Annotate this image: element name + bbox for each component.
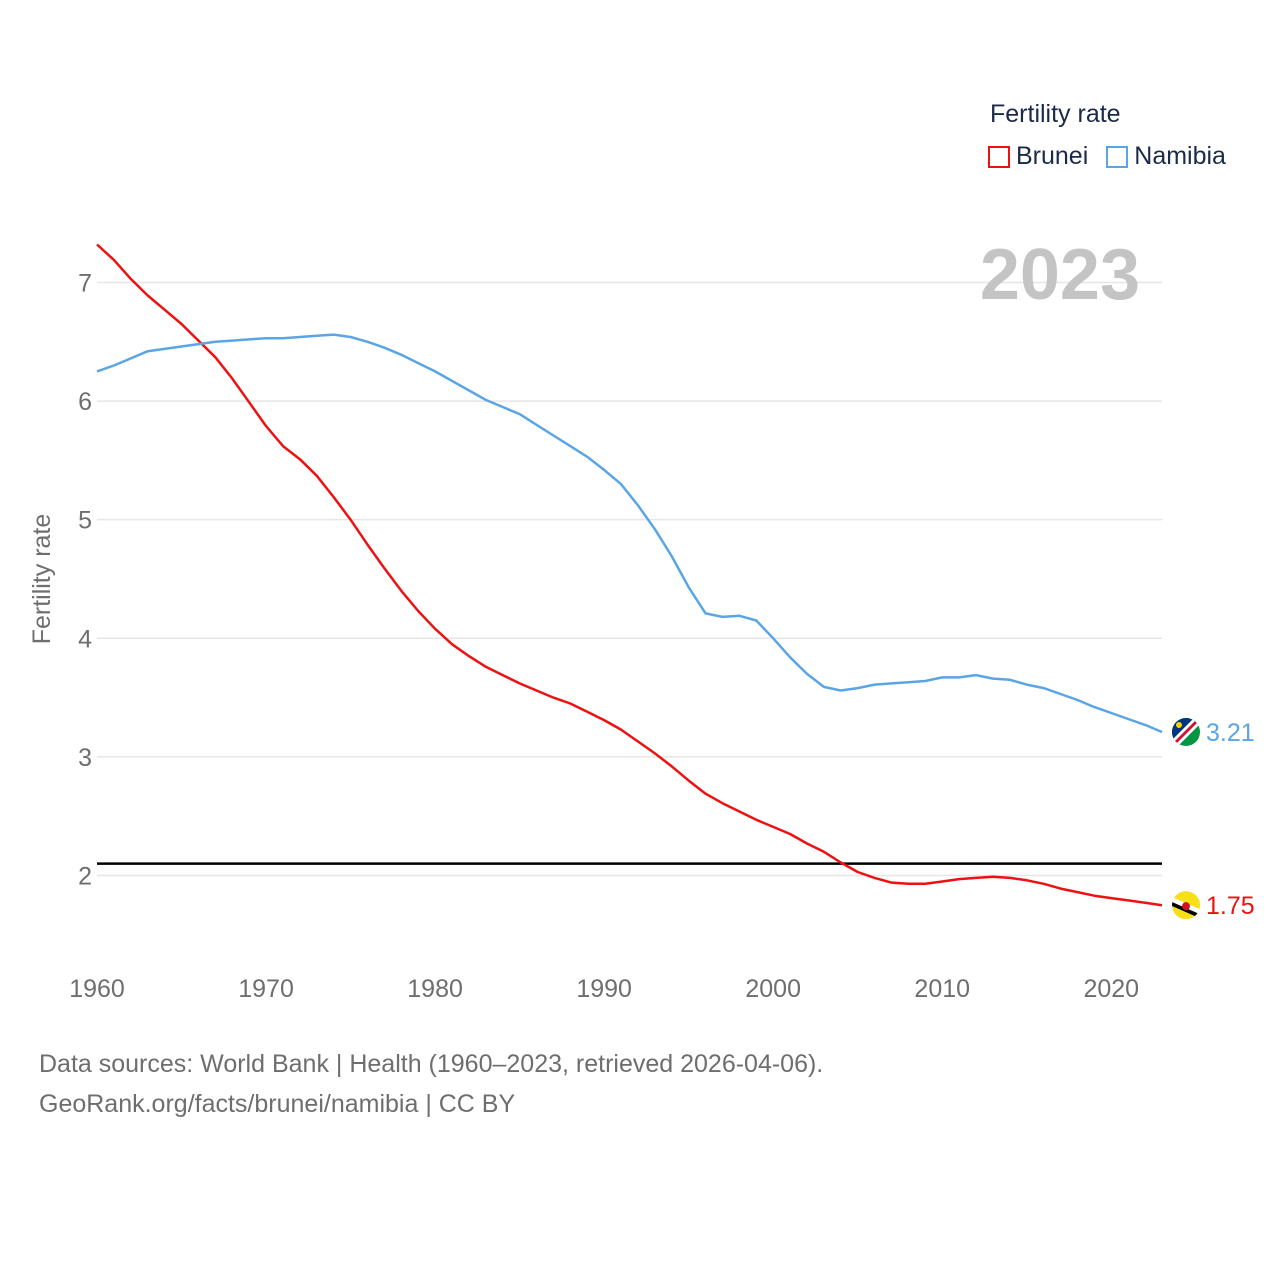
x-tick-label: 2020: [1083, 975, 1139, 1003]
namibia-flag-icon: [1172, 718, 1200, 747]
legend-item-namibia[interactable]: Namibia: [1106, 142, 1226, 171]
legend-title: Fertility rate: [990, 100, 1121, 128]
legend-item-brunei[interactable]: Brunei: [988, 142, 1088, 171]
end-value-namibia: 3.21: [1206, 719, 1255, 747]
x-tick-label: 2010: [914, 975, 970, 1003]
source-link[interactable]: GeoRank.org/facts/brunei/namibia | CC BY: [39, 1090, 516, 1118]
x-tick-label: 1980: [407, 975, 463, 1003]
legend-label-brunei: Brunei: [1016, 142, 1089, 170]
y-tick-label: 3: [78, 744, 92, 772]
y-tick-label: 5: [78, 507, 92, 535]
data-sources: Data sources: World Bank | Health (1960–…: [39, 1050, 824, 1078]
y-tick-label: 2: [78, 863, 92, 891]
series-layer: [96, 243, 1163, 907]
y-axis-label: Fertility rate: [28, 514, 56, 645]
end-value-brunei: 1.75: [1206, 892, 1255, 920]
year-watermark: 2023: [980, 235, 1140, 315]
x-tick-label: 2000: [745, 975, 801, 1003]
legend-swatch-brunei: [988, 145, 1010, 168]
x-tick-label: 1960: [69, 975, 125, 1003]
legend: Brunei Namibia: [988, 142, 1244, 171]
y-tick-label: 6: [78, 388, 92, 416]
end-labels: 1.75 3.21: [1172, 718, 1255, 920]
legend-swatch-namibia: [1106, 145, 1129, 168]
y-axis-ticks: 2 3 4 5 6 7: [78, 269, 92, 890]
y-tick-label: 4: [78, 625, 92, 653]
x-axis-ticks: 1960 1970 1980 1990 2000 2010 2020: [69, 975, 1139, 1003]
footer: Data sources: World Bank | Health (1960–…: [39, 1044, 823, 1124]
legend-label-namibia: Namibia: [1134, 142, 1226, 170]
y-tick-label: 7: [78, 269, 92, 297]
series-line-namibia: [96, 333, 1163, 734]
x-tick-label: 1970: [238, 975, 294, 1003]
x-tick-label: 1990: [576, 975, 632, 1003]
brunei-flag-icon: [1172, 891, 1200, 920]
y-grid: [97, 281, 1162, 877]
series-line-brunei: [96, 243, 1163, 907]
